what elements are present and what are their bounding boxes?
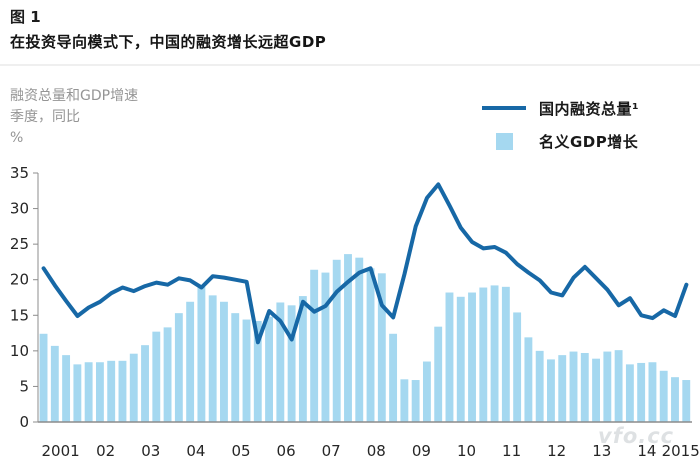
gdp-bar [287, 305, 296, 422]
gdp-bar [524, 337, 533, 422]
gdp-bar [62, 355, 71, 422]
gdp-bar [242, 319, 251, 422]
x-year-label: 14 [637, 442, 656, 460]
x-year-label: 07 [322, 442, 341, 460]
gdp-bar [84, 362, 93, 422]
title-divider [0, 64, 700, 66]
x-year-label: 11 [502, 442, 521, 460]
y-tick-label: 15 [10, 306, 29, 324]
gdp-bar [50, 345, 59, 422]
chart-legend: 国内融资总量¹ 名义GDP增长 [482, 96, 639, 162]
y-tick-label: 25 [10, 235, 29, 253]
x-year-label: 10 [457, 442, 476, 460]
y-axis-unit-line2: 季度，同比 [10, 109, 80, 125]
gdp-bar [456, 296, 465, 422]
gdp-bar [298, 296, 307, 422]
y-tick-label: 0 [19, 413, 29, 431]
gdp-bar [400, 379, 409, 422]
gdp-bar [434, 326, 443, 422]
y-axis-unit-line1: 融资总量和GDP增速 [10, 88, 139, 104]
gdp-bar [163, 327, 172, 422]
gdp-bar [569, 351, 578, 422]
gdp-bar [422, 361, 431, 422]
gdp-bar [73, 364, 82, 422]
y-tick-label: 20 [10, 271, 29, 289]
x-year-label: 02 [96, 442, 115, 460]
gdp-bar [592, 358, 600, 422]
y-axis-unit-label: 融资总量和GDP增速 季度，同比 % [10, 86, 138, 149]
x-year-label: 06 [277, 442, 296, 460]
x-year-label: 12 [547, 442, 566, 460]
gdp-bar [141, 345, 149, 422]
gdp-bar [186, 301, 195, 422]
gdp-bar [332, 259, 341, 422]
gdp-bar [208, 295, 217, 422]
gdp-bar [276, 302, 285, 422]
gdp-bar [513, 312, 522, 422]
x-year-label: 05 [231, 442, 250, 460]
x-year-label: 2001 [42, 442, 80, 460]
gdp-bar [107, 360, 116, 422]
gdp-bar [468, 292, 476, 422]
gdp-bar [197, 286, 206, 422]
gdp-bar [501, 286, 510, 422]
gdp-bar [265, 316, 273, 422]
gdp-bar [174, 313, 183, 422]
y-axis-unit-line3: % [10, 130, 24, 146]
legend-item-gdp: 名义GDP增长 [482, 129, 639, 153]
gdp-bar [603, 351, 612, 422]
x-year-label: 08 [367, 442, 386, 460]
gdp-bar [366, 268, 375, 422]
gdp-bar [152, 331, 161, 422]
gdp-bar [253, 320, 262, 422]
gdp-bar [344, 254, 352, 422]
gdp-bar [682, 380, 691, 422]
gdp-bar [659, 370, 668, 422]
gdp-bar [637, 362, 646, 422]
gdp-bar [310, 269, 319, 422]
gdp-bar [355, 257, 364, 422]
y-tick-label: 10 [10, 342, 29, 360]
x-year-label: 09 [412, 442, 431, 460]
gdp-bar [389, 333, 398, 422]
legend-bar-label: 名义GDP增长 [539, 132, 639, 151]
gdp-bar [321, 272, 330, 422]
gdp-bar [614, 350, 623, 422]
gdp-bar [39, 333, 48, 422]
figure-label: 图 1 [10, 8, 41, 26]
gdp-bar [220, 301, 228, 422]
x-year-label: 2015 [662, 442, 700, 460]
x-year-label: 04 [186, 442, 205, 460]
gdp-bar [648, 362, 657, 422]
y-tick-label: 5 [19, 377, 29, 395]
gdp-bar [377, 273, 386, 422]
gdp-bar [490, 285, 499, 422]
gdp-bar [547, 359, 555, 422]
gdp-bar [445, 292, 454, 422]
gdp-bar [671, 377, 679, 422]
legend-item-financing: 国内融资总量¹ [482, 96, 639, 120]
gdp-bar [625, 364, 634, 422]
gdp-bar [535, 350, 544, 422]
gdp-bar [95, 362, 104, 422]
watermark: vfo.cc [598, 424, 675, 448]
gdp-bar [411, 380, 420, 422]
x-year-label: 03 [141, 442, 160, 460]
financing-line [41, 182, 689, 345]
legend-line-label: 国内融资总量¹ [539, 99, 640, 118]
gdp-bar [558, 355, 567, 422]
legend-line-swatch [482, 106, 526, 110]
legend-bar-swatch [495, 132, 513, 150]
gdp-bar [129, 353, 138, 422]
chart-title: 在投资导向模式下，中国的融资增长远超GDP [10, 33, 327, 51]
gdp-bar [479, 287, 488, 422]
gdp-bar [580, 352, 589, 422]
y-tick-label: 35 [10, 164, 29, 182]
y-tick-label: 30 [10, 200, 29, 218]
gdp-bar [231, 313, 240, 422]
gdp-bar [118, 360, 127, 422]
x-year-label: 13 [592, 442, 611, 460]
